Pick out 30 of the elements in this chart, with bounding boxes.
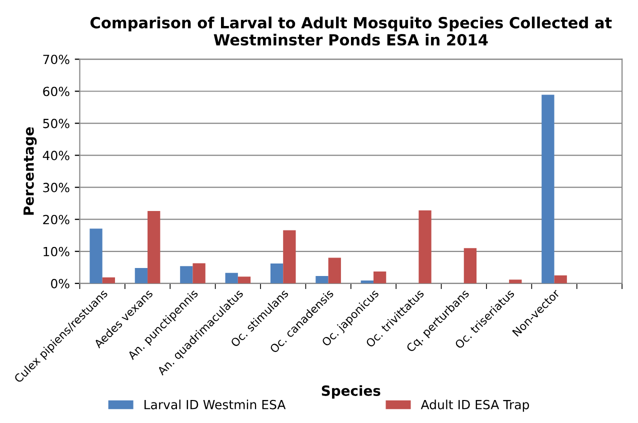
y-axis-title: Percentage — [24, 127, 37, 215]
y-tick-label: 0% — [51, 278, 70, 288]
y-tick-label: 50% — [43, 118, 70, 128]
bar — [148, 211, 160, 284]
y-tick-label: 30% — [43, 182, 70, 192]
bar — [270, 264, 284, 284]
y-tick-label: 10% — [44, 246, 70, 256]
y-tick-label: 20% — [43, 214, 70, 224]
y-tick-label: 70% — [43, 54, 70, 64]
x-axis-title: Species — [322, 385, 380, 399]
bar — [192, 263, 206, 284]
bar — [373, 272, 386, 284]
bar — [225, 272, 238, 284]
bar — [90, 228, 102, 284]
bar — [328, 258, 341, 284]
bar — [316, 276, 328, 284]
bar — [283, 230, 296, 284]
bar — [554, 275, 567, 284]
legend-label: Adult ID ESA Trap — [420, 400, 530, 412]
legend-label: Larval ID Westmin ESA — [144, 400, 286, 410]
y-tick-label: 40% — [42, 150, 70, 160]
bar — [418, 210, 432, 284]
chart-title: Comparison of Larval to Adult Mosquito Species Collected at Westminster Ponds ESA in 2014 — [90, 16, 612, 46]
bar — [509, 280, 522, 284]
bar — [464, 248, 477, 284]
y-tick-label: 60% — [43, 86, 70, 96]
bar — [238, 276, 251, 284]
bar — [134, 268, 148, 284]
bar — [542, 94, 554, 284]
bar — [180, 266, 193, 284]
